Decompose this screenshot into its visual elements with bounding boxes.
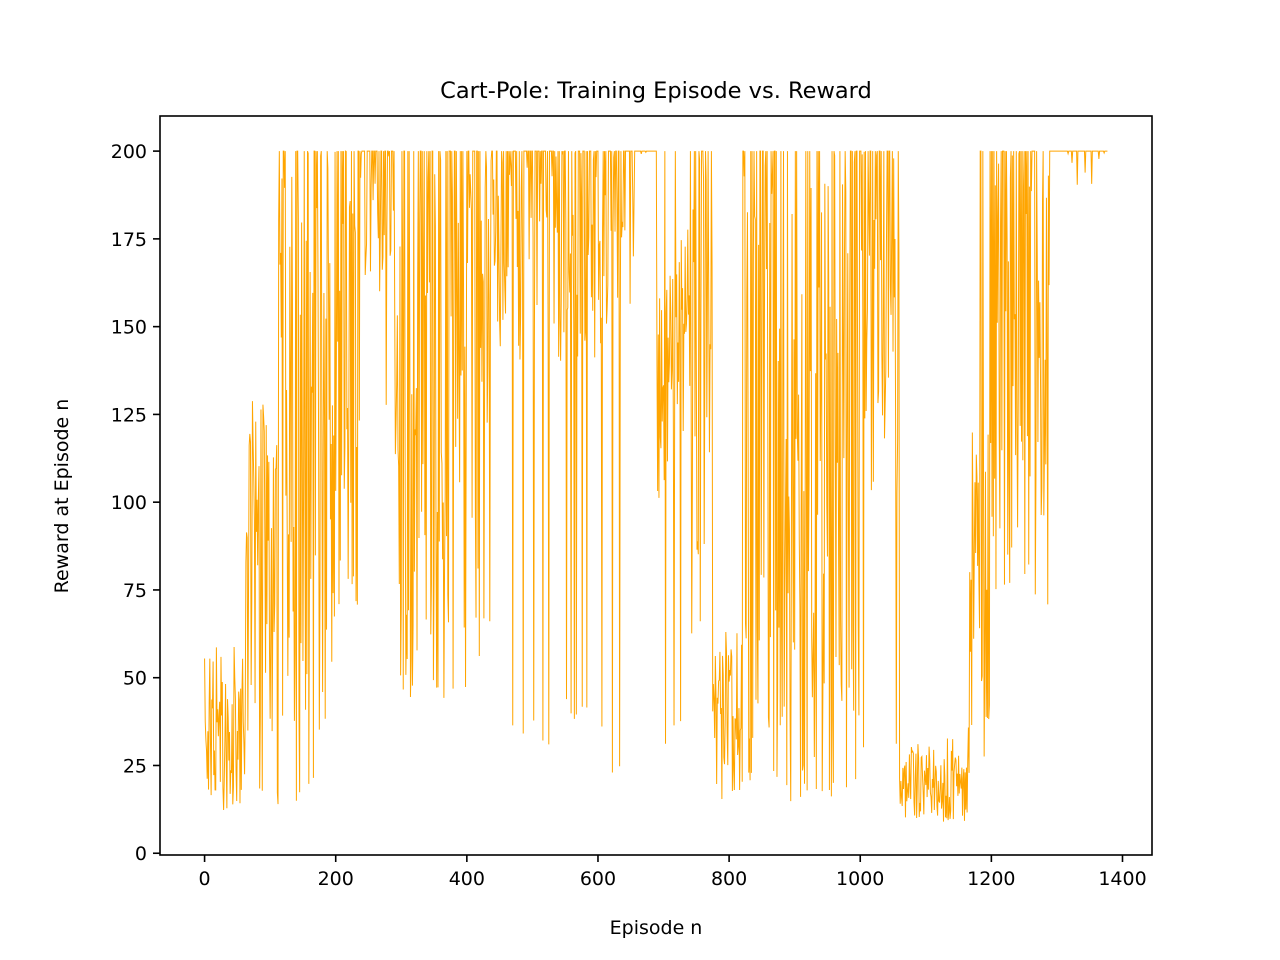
x-tick-label: 1400 — [1098, 868, 1146, 890]
x-tick-label: 400 — [449, 868, 485, 890]
y-tick-label: 125 — [111, 404, 147, 426]
x-tick-label: 1200 — [967, 868, 1015, 890]
y-tick-label: 0 — [135, 843, 147, 865]
y-tick-label: 100 — [111, 492, 147, 514]
x-tick-label: 200 — [318, 868, 354, 890]
plot-area-frame — [159, 115, 1153, 856]
x-tick-label: 0 — [199, 868, 211, 890]
x-tick-label: 1000 — [836, 868, 884, 890]
y-tick-label: 200 — [111, 141, 147, 163]
y-axis-label: Reward at Episode n — [51, 399, 73, 594]
y-axis-ticks: 0 25 50 75 100 125 150 175 200 — [111, 141, 160, 865]
y-tick-label: 75 — [123, 580, 147, 602]
series-layer — [204, 150, 1108, 822]
y-tick-label: 175 — [111, 229, 147, 251]
reward-series-line — [204, 150, 1108, 822]
x-tick-label: 600 — [580, 868, 616, 890]
x-axis-ticks: 0 200 400 600 800 1000 1200 1400 — [199, 855, 1147, 890]
x-axis-label: Episode n — [610, 917, 703, 939]
y-tick-label: 50 — [123, 668, 147, 690]
x-tick-label: 800 — [711, 868, 747, 890]
y-tick-label: 150 — [111, 317, 147, 339]
chart-title: Cart-Pole: Training Episode vs. Reward — [440, 78, 872, 104]
y-tick-label: 25 — [123, 755, 147, 777]
